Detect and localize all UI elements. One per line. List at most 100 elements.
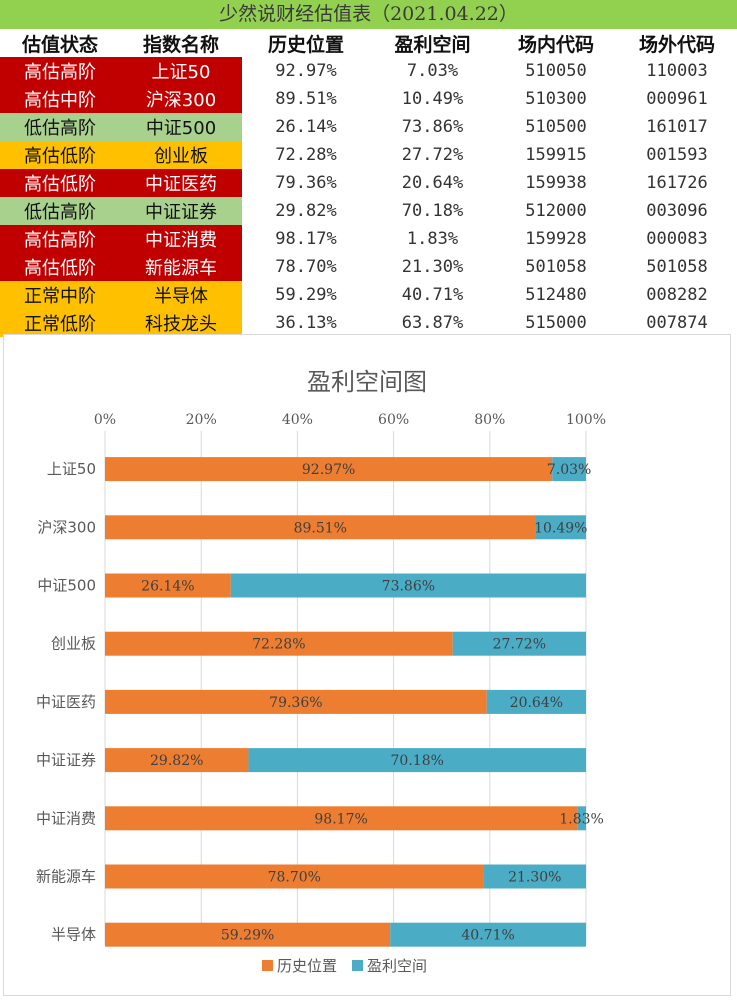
data-label: 29.82%	[150, 753, 203, 769]
bar-history-position	[105, 573, 231, 598]
index-name-cell: 上证50	[120, 57, 242, 85]
profit-space-cell: 70.18%	[401, 201, 464, 221]
table-row: 低估高阶 中证证券 29.82% 70.18% 512000 003096	[0, 197, 737, 225]
bar-history-position	[105, 457, 553, 482]
index-name-cell: 创业板	[120, 141, 242, 169]
table-header-row: 估值状态 指数名称 历史位置 盈利空间 场内代码 场外代码	[0, 29, 737, 57]
bar-history-position	[105, 689, 487, 714]
data-label: 72.28%	[252, 637, 305, 653]
data-label: 79.36%	[269, 695, 322, 711]
table-row: 高估高阶 上证50 92.97% 7.03% 510050 110003	[0, 57, 737, 85]
onsite-code-cell: 510500	[525, 117, 587, 137]
profit-space-cell: 1.83%	[406, 229, 459, 249]
status-cell: 高估高阶	[0, 57, 120, 85]
x-tick-label: 0%	[94, 412, 116, 428]
offsite-code-cell: 161017	[646, 117, 708, 137]
chart-container: 盈利空间图 0% 20% 40% 60% 80% 100% 上证50 92.97% 7.03% 沪深…	[3, 334, 731, 996]
profit-space-cell: 40.71%	[401, 285, 464, 305]
index-name-cell: 沪深300	[120, 85, 242, 113]
index-name-cell: 中证证券	[120, 197, 242, 225]
valuation-table: 估值状态 指数名称 历史位置 盈利空间 场内代码 场外代码 高估高阶 上证50 92…	[0, 29, 737, 337]
header-status: 估值状态	[0, 29, 120, 57]
bar-profit-space	[390, 922, 586, 947]
data-label: 7.03%	[547, 462, 591, 478]
chart-title: 盈利空间图	[307, 368, 427, 396]
offsite-code-cell: 008282	[646, 285, 708, 305]
onsite-code-cell: 159938	[525, 173, 587, 193]
data-label: 98.17%	[314, 811, 367, 827]
onsite-code-cell: 515000	[525, 313, 587, 333]
table-row: 正常低阶 科技龙头 36.13% 63.87% 515000 007874	[0, 309, 737, 337]
data-label: 78.70%	[268, 870, 321, 886]
table-row: 低估高阶 中证500 26.14% 73.86% 510500 161017	[0, 113, 737, 141]
data-label: 70.18%	[391, 753, 444, 769]
table-title: 少然说财经估值表（2021.04.22）	[0, 0, 737, 29]
category-label: 中证证券	[36, 751, 96, 769]
category-label: 上证50	[47, 460, 96, 478]
data-label: 1.83%	[559, 811, 603, 827]
history-position-cell: 59.29%	[275, 285, 337, 305]
data-label: 10.49%	[534, 520, 587, 536]
category-label: 中证医药	[36, 693, 96, 711]
header-profit-space: 盈利空间	[370, 29, 495, 57]
x-tick-label: 20%	[186, 412, 217, 428]
index-name-cell: 中证消费	[120, 225, 242, 253]
legend-label-history-position: 历史位置	[277, 957, 337, 975]
legend-label-profit-space: 盈利空间	[367, 957, 427, 975]
profit-space-cell: 10.49%	[401, 89, 464, 109]
legend-swatch-history-position	[262, 960, 273, 971]
offsite-code-cell: 110003	[646, 61, 708, 81]
profit-space-cell: 20.64%	[401, 173, 464, 193]
bar-history-position	[105, 806, 578, 831]
onsite-code-cell: 510050	[525, 61, 587, 81]
index-name-cell: 新能源车	[120, 253, 242, 281]
history-position-cell: 98.17%	[275, 229, 337, 249]
bar-history-position	[105, 631, 453, 656]
profit-space-cell: 21.30%	[401, 257, 464, 277]
header-offsite-code: 场外代码	[617, 29, 737, 57]
header-index-name: 指数名称	[120, 29, 242, 57]
history-position-cell: 92.97%	[275, 61, 337, 81]
bar-profit-space	[535, 515, 586, 540]
onsite-code-cell: 512480	[525, 285, 587, 305]
data-label: 59.29%	[221, 928, 274, 944]
table-row: 正常中阶 半导体 59.29% 40.71% 512480 008282	[0, 281, 737, 309]
status-cell: 正常中阶	[0, 281, 120, 309]
index-name-cell: 中证医药	[120, 169, 242, 197]
bar-profit-space	[230, 573, 586, 598]
index-name-cell: 科技龙头	[120, 309, 242, 337]
history-position-cell: 72.28%	[275, 145, 337, 165]
index-name-cell: 中证500	[120, 113, 242, 141]
data-label: 92.97%	[302, 462, 355, 478]
status-cell: 高估中阶	[0, 85, 120, 113]
bar-profit-space	[486, 689, 586, 714]
history-position-cell: 26.14%	[275, 117, 337, 137]
data-label: 26.14%	[141, 579, 194, 595]
bar-history-position	[105, 515, 536, 540]
bar-history-position	[105, 748, 249, 773]
data-label: 40.71%	[461, 928, 514, 944]
profit-space-cell: 63.87%	[401, 313, 464, 333]
history-position-cell: 36.13%	[275, 313, 337, 333]
offsite-code-cell: 161726	[646, 173, 708, 193]
onsite-code-cell: 159928	[525, 229, 587, 249]
status-cell: 低估高阶	[0, 197, 120, 225]
status-cell: 正常低阶	[0, 309, 120, 337]
table-row: 高估低阶 中证医药 79.36% 20.64% 159938 161726	[0, 169, 737, 197]
table-row: 高估高阶 中证消费 98.17% 1.83% 159928 000083	[0, 225, 737, 253]
offsite-code-cell: 001593	[646, 145, 708, 165]
table-row: 高估中阶 沪深300 89.51% 10.49% 510300 000961	[0, 85, 737, 113]
offsite-code-cell: 501058	[646, 257, 708, 277]
category-label: 沪深300	[37, 518, 96, 536]
status-cell: 高估低阶	[0, 169, 120, 197]
x-tick-label: 80%	[474, 412, 505, 428]
header-onsite-code: 场内代码	[495, 29, 617, 57]
category-label: 中证500	[37, 577, 96, 595]
status-cell: 高估低阶	[0, 141, 120, 169]
status-cell: 低估高阶	[0, 113, 120, 141]
index-name-cell: 半导体	[120, 281, 242, 309]
history-position-cell: 89.51%	[275, 89, 337, 109]
onsite-code-cell: 510300	[525, 89, 587, 109]
bar-profit-space	[452, 631, 586, 656]
offsite-code-cell: 000961	[646, 89, 708, 109]
